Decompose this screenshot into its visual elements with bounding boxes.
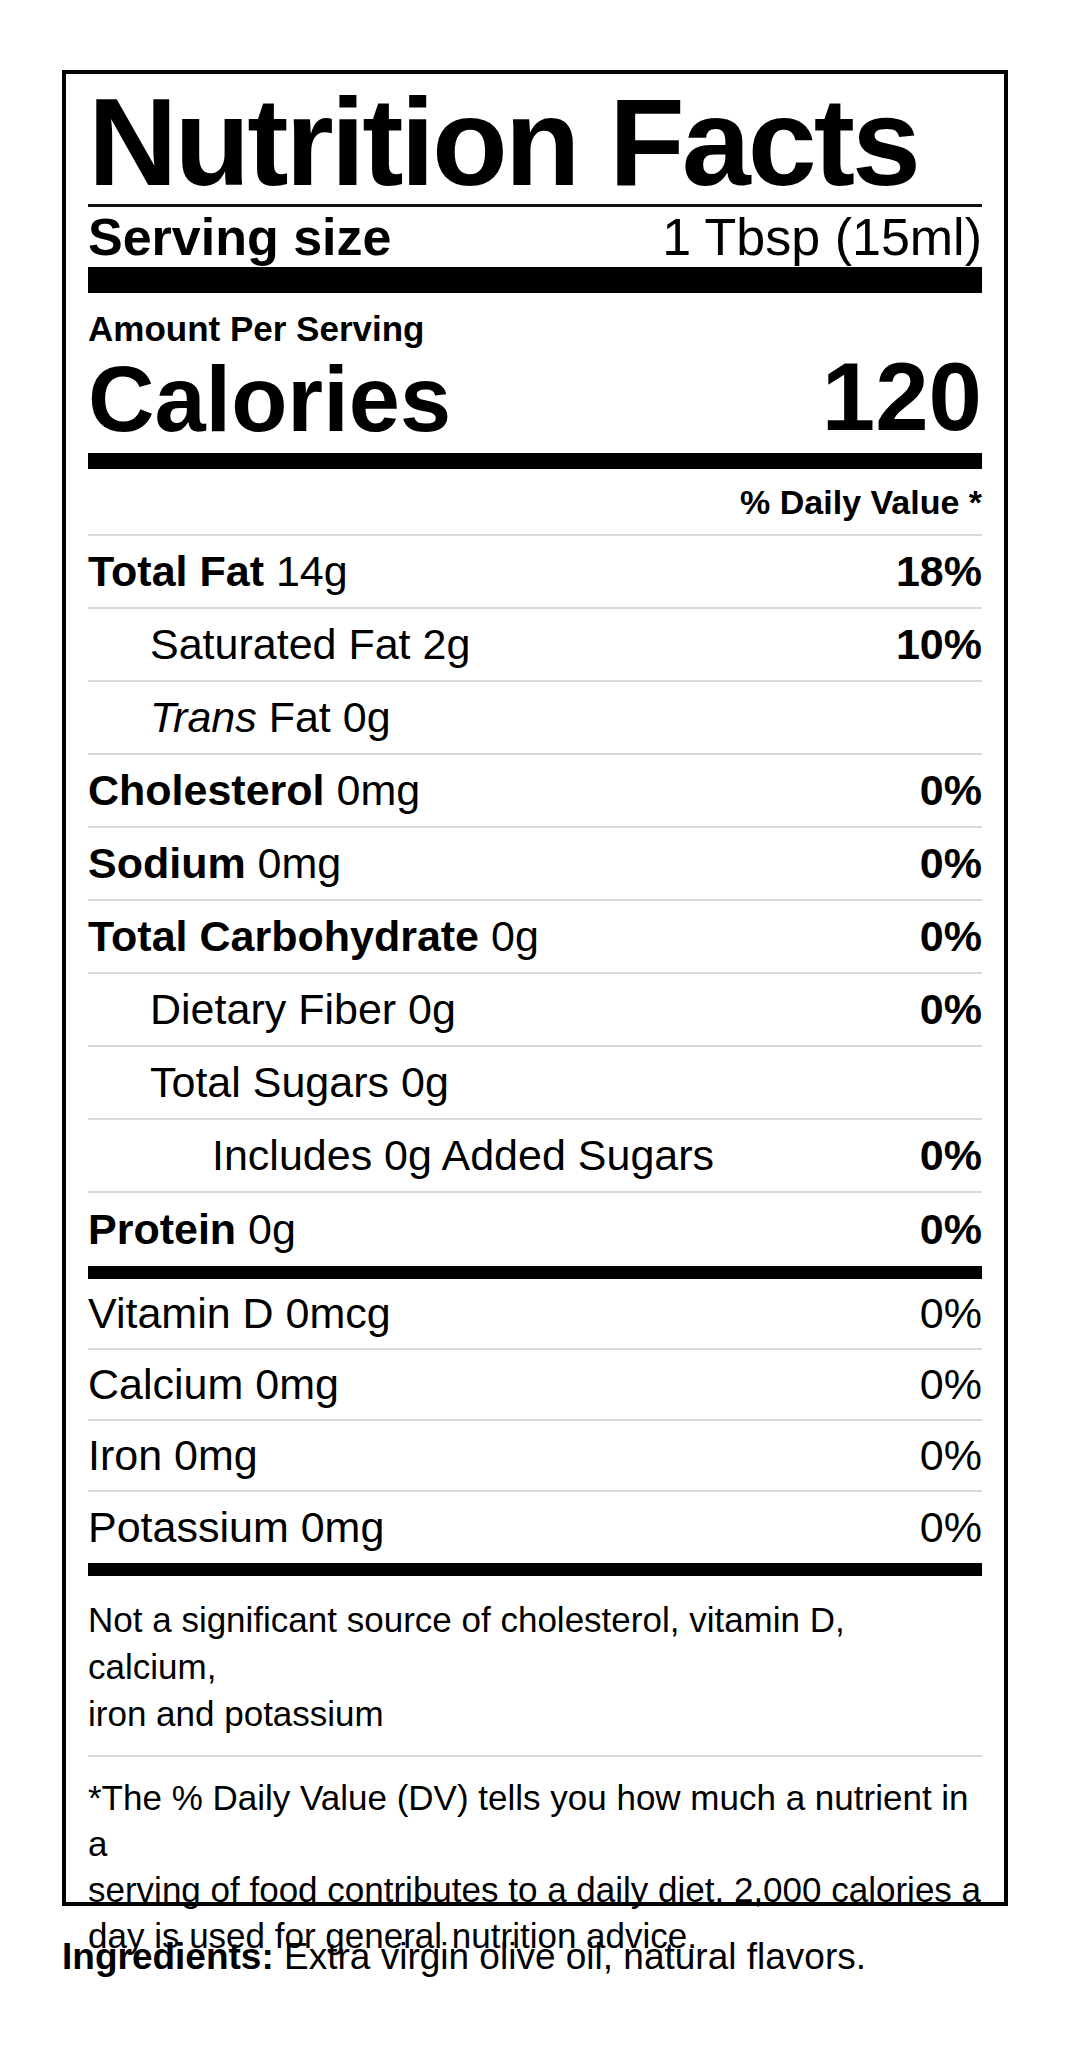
ingredients-text: Extra virgin olive oil, natural flavors. [274,1936,866,1977]
serving-size-label: Serving size [88,207,391,267]
nutrient-row: Protein 0g 0% [88,1193,982,1266]
daily-value-footnote: *The % Daily Value (DV) tells you how mu… [88,1757,982,1959]
nutrient-name: Dietary Fiber 0g [150,985,456,1034]
nutrient-name: Total Fat 14g [88,547,348,596]
nutrient-daily-value: 0% [920,766,982,815]
nutrient-daily-value: 0% [920,912,982,961]
nutrient-daily-value: 0% [920,985,982,1034]
nutrient-name: Saturated Fat 2g [150,620,470,669]
nutrient-name: Total Carbohydrate 0g [88,912,539,961]
nutrient-name: Calcium 0mg [88,1360,339,1409]
thick-separator-bar-vitamins [88,1266,982,1279]
nutrient-row: Saturated Fat 2g 10% [88,609,982,682]
nutrient-row: Sodium 0mg 0% [88,828,982,901]
nutrient-name: Iron 0mg [88,1431,258,1480]
nutrient-row: Trans Fat 0g [88,682,982,755]
nutrient-daily-value: 0% [920,1431,982,1480]
nutrient-daily-value: 18% [896,547,982,596]
calories-label: Calories [88,353,451,445]
nutrient-name: Trans Fat 0g [150,693,391,742]
nutrient-name: Total Sugars 0g [150,1058,449,1107]
daily-value-header: % Daily Value * [88,469,982,536]
nutrient-daily-value: 0% [920,839,982,888]
serving-size-value: 1 Tbsp (15ml) [662,207,982,267]
nutrient-row: Total Carbohydrate 0g 0% [88,901,982,974]
vitamin-row: Iron 0mg 0% [88,1421,982,1492]
nutrient-daily-value: 0% [920,1205,982,1254]
ingredients-line: Ingredients: Extra virgin olive oil, nat… [62,1936,1008,1978]
nutrient-name: Cholesterol 0mg [88,766,420,815]
nutrient-daily-value: 0% [920,1131,982,1180]
nutrient-daily-value: 0% [920,1503,982,1552]
nutrient-name: Sodium 0mg [88,839,341,888]
label-title: Nutrition Facts [88,80,982,207]
nutrient-daily-value: 0% [920,1360,982,1409]
calories-row: Calories 120 [88,349,982,445]
nutrient-name: Protein 0g [88,1205,296,1254]
nutrient-row: Cholesterol 0mg 0% [88,755,982,828]
nutrient-row: Includes 0g Added Sugars 0% [88,1120,982,1193]
page: Nutrition Facts Serving size 1 Tbsp (15m… [0,0,1071,2048]
nutrient-daily-value: 10% [896,620,982,669]
thick-separator-bar-footer [88,1563,982,1576]
vitamin-rows: Vitamin D 0mcg0%Calcium 0mg0%Iron 0mg0%P… [88,1279,982,1563]
nutrient-daily-value: 0% [920,1289,982,1338]
vitamin-row: Calcium 0mg 0% [88,1350,982,1421]
vitamin-row: Vitamin D 0mcg 0% [88,1279,982,1350]
nutrient-row: Total Fat 14g 18% [88,536,982,609]
nutrient-row: Total Sugars 0g [88,1047,982,1120]
vitamin-row: Potassium 0mg 0% [88,1492,982,1563]
ingredients-label: Ingredients: [62,1936,274,1977]
nutrient-rows: Total Fat 14g 18% Saturated Fat 2g 10% Trans… [88,536,982,1266]
serving-size-row: Serving size 1 Tbsp (15ml) [88,207,982,267]
nutrition-facts-label: Nutrition Facts Serving size 1 Tbsp (15m… [62,70,1008,1906]
thick-separator-bar-top [88,267,982,293]
medium-separator-bar [88,453,982,469]
nutrient-row: Dietary Fiber 0g 0% [88,974,982,1047]
nutrient-name: Potassium 0mg [88,1503,384,1552]
nutrient-name: Includes 0g Added Sugars [212,1131,714,1180]
calories-value: 120 [822,349,982,445]
not-significant-note: Not a significant source of cholesterol,… [88,1576,982,1757]
nutrient-name: Vitamin D 0mcg [88,1289,391,1338]
